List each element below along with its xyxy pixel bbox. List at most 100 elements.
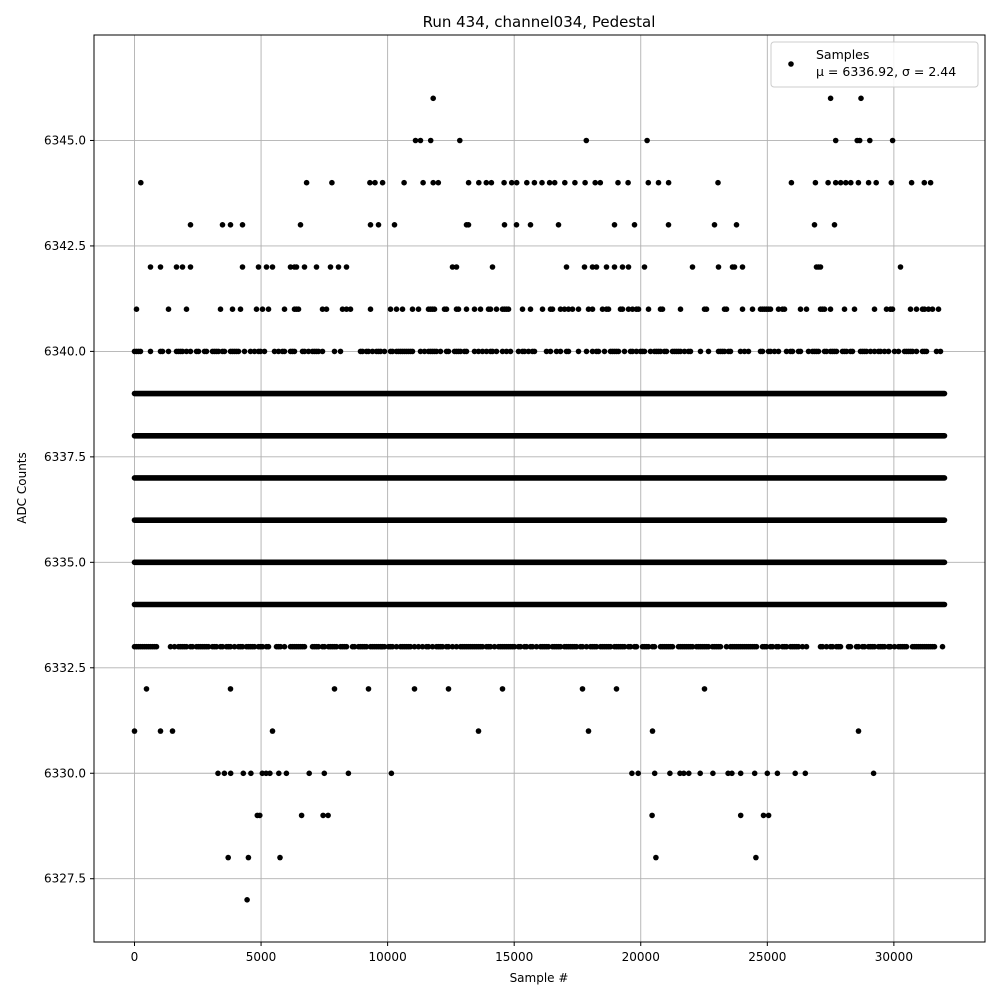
data-point <box>281 348 288 355</box>
data-point <box>372 179 378 186</box>
data-point <box>463 348 470 355</box>
data-point <box>935 306 942 313</box>
data-point <box>703 306 710 313</box>
data-point <box>849 348 856 355</box>
data-point <box>921 179 928 186</box>
data-point <box>913 348 920 355</box>
data-point <box>533 643 540 650</box>
data-point <box>837 179 844 186</box>
data-point <box>843 179 849 186</box>
data-point <box>817 264 824 270</box>
data-point <box>443 306 450 313</box>
x-tick-label: 25000 <box>748 950 786 964</box>
data-point <box>635 306 642 313</box>
data-point <box>203 348 210 355</box>
data-point <box>231 643 238 650</box>
data-point <box>453 264 460 270</box>
data-point <box>133 306 140 313</box>
data-point <box>337 348 344 355</box>
data-point <box>597 179 604 186</box>
data-point <box>873 179 879 186</box>
data-point <box>645 179 652 186</box>
data-point <box>729 770 735 777</box>
point-row <box>147 264 904 270</box>
data-point <box>856 137 863 144</box>
data-point <box>157 728 164 734</box>
data-point <box>891 348 898 355</box>
data-point <box>507 348 514 355</box>
data-point <box>315 348 322 355</box>
data-point <box>867 348 874 355</box>
data-point <box>551 179 558 186</box>
data-point <box>524 179 530 186</box>
data-point <box>521 348 528 355</box>
data-point <box>889 137 896 144</box>
data-point <box>227 222 234 228</box>
data-point <box>763 643 770 650</box>
data-point <box>275 348 282 355</box>
data-point <box>493 306 500 313</box>
data-point <box>457 137 463 144</box>
data-point <box>445 643 452 650</box>
data-point <box>605 306 612 313</box>
data-point <box>697 770 703 777</box>
data-point <box>621 643 628 650</box>
data-point <box>269 728 276 734</box>
data-point <box>760 812 767 819</box>
data-point <box>301 348 308 355</box>
data-point <box>388 770 395 777</box>
legend-series-name: Samples <box>816 47 869 62</box>
point-row <box>143 686 708 692</box>
data-point <box>771 348 778 355</box>
data-point <box>479 348 486 355</box>
chart-title: Run 434, channel034, Pedestal <box>423 13 656 31</box>
data-point <box>269 264 276 270</box>
y-tick-label: 6327.5 <box>44 872 86 886</box>
data-point <box>557 306 564 313</box>
x-tick-label: 10000 <box>369 950 407 964</box>
data-point <box>515 348 522 355</box>
data-point <box>837 643 844 650</box>
data-point <box>513 179 520 186</box>
data-point <box>183 306 190 313</box>
data-point <box>153 643 160 650</box>
data-point <box>187 348 194 355</box>
data-point <box>367 222 374 228</box>
data-point <box>737 770 744 777</box>
data-point <box>717 643 724 650</box>
data-point <box>529 643 536 650</box>
data-point <box>767 348 774 355</box>
y-tick-label: 6342.5 <box>44 239 86 253</box>
x-tick-label: 0 <box>131 950 139 964</box>
data-point <box>235 348 242 355</box>
data-point <box>539 306 546 313</box>
data-point <box>627 643 634 650</box>
point-row <box>131 728 862 734</box>
data-point <box>217 306 224 313</box>
data-point <box>611 264 618 270</box>
data-point <box>883 306 890 313</box>
data-point <box>832 137 839 144</box>
data-point <box>565 348 572 355</box>
data-point <box>888 179 895 186</box>
data-point <box>187 222 194 228</box>
data-point <box>271 348 278 355</box>
data-point <box>499 686 506 692</box>
data-point <box>417 137 424 144</box>
data-point <box>909 348 916 355</box>
data-point <box>803 643 810 650</box>
data-point <box>253 306 260 313</box>
data-point <box>799 643 806 650</box>
data-point <box>295 306 302 313</box>
data-point <box>283 770 290 777</box>
data-point <box>549 306 556 313</box>
data-point <box>625 179 631 186</box>
data-point <box>351 643 358 650</box>
data-point <box>705 348 712 355</box>
data-point <box>562 179 568 186</box>
data-point <box>430 95 437 102</box>
data-point <box>599 306 606 313</box>
data-point <box>803 306 810 313</box>
data-point <box>783 643 790 650</box>
